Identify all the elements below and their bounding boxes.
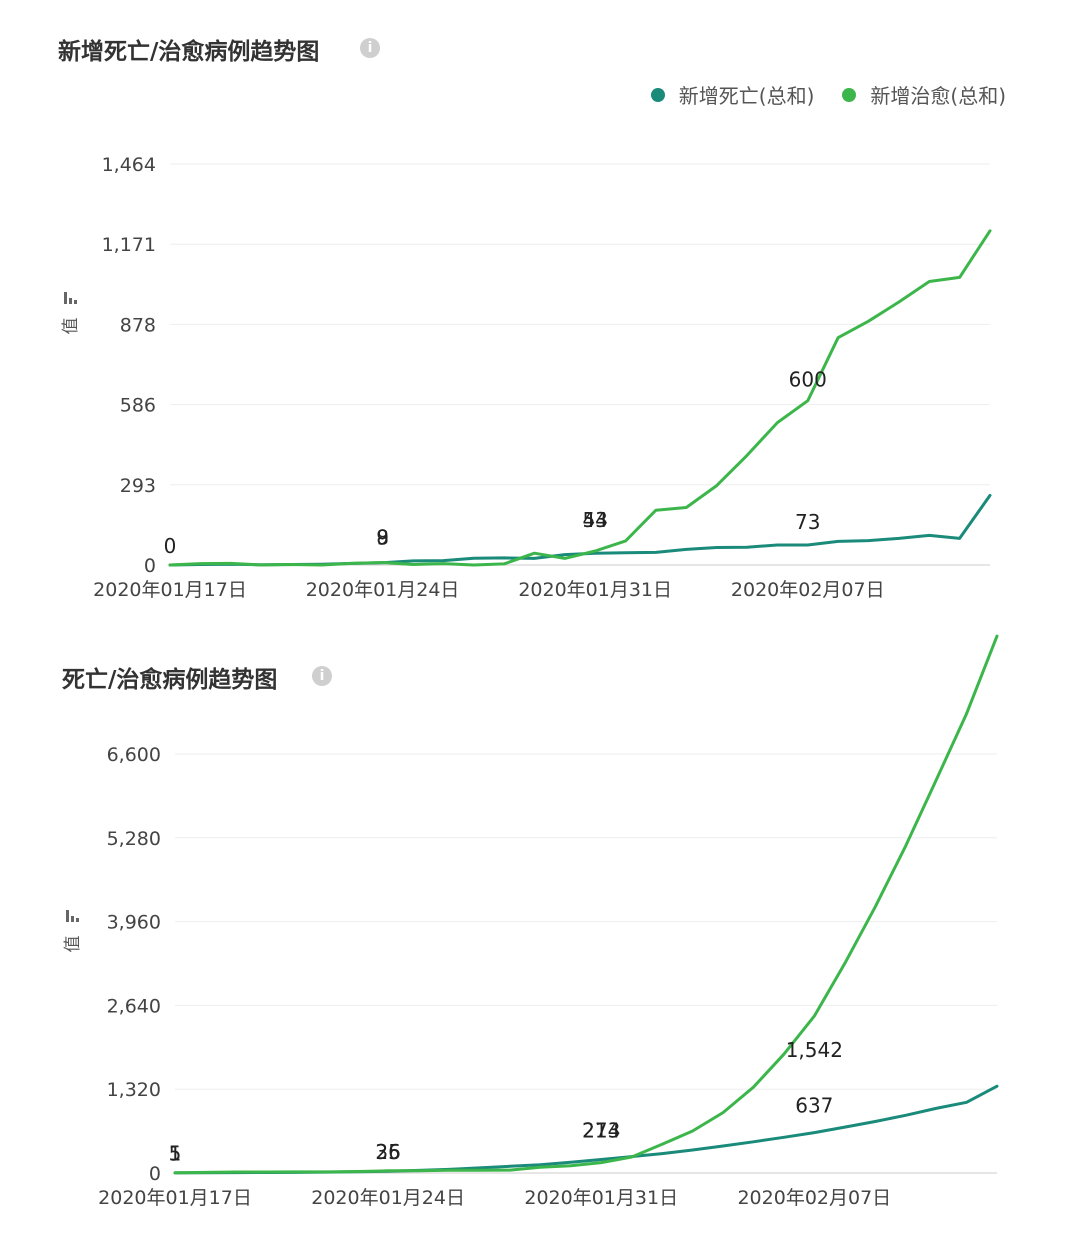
y-tick-label: 1,320 <box>107 1079 161 1101</box>
axis-values-icon <box>64 292 77 304</box>
chart2-title: 死亡/治愈病例趋势图 <box>62 667 278 693</box>
data-label: 274 <box>582 1118 620 1142</box>
y-tick-label: 6,600 <box>107 744 161 766</box>
legend-label-death: 新增死亡(总和) <box>678 84 815 108</box>
data-label: 637 <box>795 1094 833 1118</box>
x-tick-label: 2020年01月17日 <box>98 1187 252 1209</box>
y-axis-label: 值 <box>63 936 83 953</box>
chart1-plot: 0 293 586 878 1,171 1,464 值 2020年01月17日 2020年01月… <box>61 154 992 601</box>
data-label: 8 <box>376 526 389 550</box>
y-tick-label: 878 <box>120 314 156 336</box>
y-tick-label: 0 <box>144 555 156 577</box>
data-label: 54 <box>582 508 607 532</box>
x-tick-label: 2020年01月31日 <box>524 1187 678 1209</box>
chart2-plot: 0 1,320 2,640 3,960 5,280 6,600 值 2020年01月17日 20… <box>63 634 999 1209</box>
legend-label-recovered: 新增治愈(总和) <box>870 84 1006 108</box>
legend-dot-death <box>650 87 665 102</box>
data-label: 9 <box>376 526 389 550</box>
legend-item-death[interactable]: 新增死亡(总和) <box>650 80 815 109</box>
series-line-recovered[interactable] <box>173 634 999 1175</box>
y-tick-label: 293 <box>120 475 156 497</box>
data-label: 0 <box>164 534 177 558</box>
info-icon[interactable]: i <box>312 666 332 686</box>
data-label: 1,542 <box>786 1038 843 1062</box>
data-label: 1 <box>169 1142 182 1166</box>
data-label: 25 <box>375 1140 400 1164</box>
y-tick-label: 3,960 <box>107 912 161 934</box>
legend-item-recovered[interactable]: 新增治愈(总和) <box>842 80 1006 109</box>
x-tick-label: 2020年01月31日 <box>518 579 672 601</box>
info-icon[interactable]: i <box>360 38 380 58</box>
data-label: 213 <box>582 1118 620 1142</box>
x-tick-label: 2020年02月07日 <box>731 579 885 601</box>
x-tick-label: 2020年01月24日 <box>306 579 460 601</box>
data-label: 600 <box>789 368 827 392</box>
y-axis-label: 值 <box>61 318 81 335</box>
y-tick-label: 1,464 <box>102 154 156 176</box>
data-label: 36 <box>375 1140 400 1164</box>
y-tick-label: 1,171 <box>102 234 156 256</box>
y-tick-label: 586 <box>120 395 156 417</box>
data-label: 43 <box>582 508 607 532</box>
axis-values-icon <box>66 910 79 922</box>
y-tick-label: 5,280 <box>107 828 161 850</box>
data-label: 73 <box>795 510 820 534</box>
y-tick-label: 0 <box>149 1163 161 1185</box>
x-tick-label: 2020年01月24日 <box>311 1187 465 1209</box>
x-tick-label: 2020年01月17日 <box>93 579 247 601</box>
legend: 新增死亡(总和) 新增治愈(总和) <box>650 80 1006 109</box>
data-label: 5 <box>169 1142 182 1166</box>
legend-dot-recovered <box>842 87 857 102</box>
chart1-title: 新增死亡/治愈病例趋势图 <box>58 39 320 65</box>
series-line-recovered[interactable] <box>168 229 992 567</box>
x-tick-label: 2020年02月07日 <box>737 1187 891 1209</box>
y-tick-label: 2,640 <box>107 995 161 1017</box>
